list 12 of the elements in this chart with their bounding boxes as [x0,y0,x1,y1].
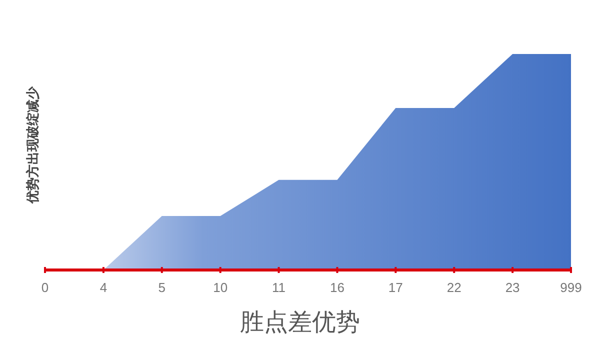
x-tick-label: 17 [388,280,403,295]
x-tick-label: 22 [446,280,462,295]
x-tick-label: 5 [158,280,166,295]
y-axis-title: 优势方出现破绽减少 [25,86,41,204]
x-tick-label: 23 [505,280,520,295]
x-tick-label: 16 [330,280,344,295]
x-tick-label: 0 [41,280,49,295]
x-tick-label: 10 [213,280,228,295]
x-tick-label: 999 [560,280,582,295]
x-tick-label: 11 [272,280,286,295]
x-tick-label: 4 [100,280,108,295]
x-axis-title: 胜点差优势 [240,308,360,336]
